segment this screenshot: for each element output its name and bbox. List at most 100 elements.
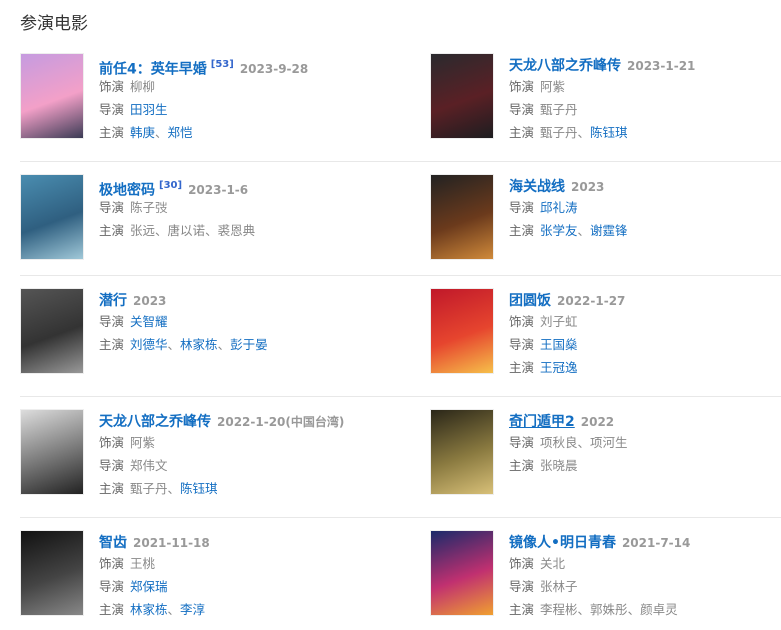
movie-poster[interactable] (430, 53, 494, 139)
movie-title-link[interactable]: 天龙八部之乔峰传 (99, 414, 211, 430)
person-link[interactable]: 关智耀 (130, 314, 168, 329)
release-date: 2023-9-28 (239, 62, 309, 77)
movie-title-link[interactable]: 潜行 (99, 293, 127, 309)
person-link[interactable]: 陈钰琪 (180, 481, 218, 496)
cast-row: 主演 张远、唐以诺、裘恩典 (99, 219, 255, 242)
separator: 、 (155, 223, 168, 238)
person-link[interactable]: 王冠逸 (540, 360, 578, 375)
movie-title-line: 海关战线 2023 (509, 176, 628, 196)
movie-item: 镜像人•明日青春 2021-7-14 饰演 关北导演 张林子主演 李程彬、郭姝彤、颜卓灵 (430, 518, 781, 630)
role-label: 饰演 (99, 79, 125, 94)
cast-row: 主演 甄子丹、陈钰琪 (99, 477, 344, 500)
separator: 、 (577, 223, 591, 238)
person-name: 裘恩典 (217, 223, 256, 238)
cast-label: 主演 (99, 602, 125, 617)
movie-info: 潜行 2023 导演 关智耀 主演 刘德华、林家栋、彭于晏 (99, 288, 268, 396)
director-label: 导演 (509, 337, 535, 352)
movie-info: 海关战线 2023 导演 邱礼涛 主演 张学友、谢霆锋 (509, 174, 628, 275)
movie-title-link[interactable]: 团圆饭 (509, 293, 551, 309)
person-link[interactable]: 林家栋 (180, 337, 218, 352)
person-name: 甄子丹 (130, 481, 168, 496)
movie-title-line: 团圆饭 2022-1-27 (509, 290, 625, 310)
person-name: 陈子弢 (130, 200, 168, 215)
person-link[interactable]: 田羽生 (130, 102, 168, 117)
movie-item: 海关战线 2023 导演 邱礼涛 主演 张学友、谢霆锋 (430, 162, 781, 276)
movie-poster[interactable] (20, 288, 84, 374)
role-name: 关北 (540, 556, 566, 571)
release-date: 2021-7-14 (621, 536, 691, 550)
movie-title-line: 潜行 2023 (99, 290, 268, 310)
cast-label: 主演 (509, 360, 535, 375)
director-label: 导演 (509, 102, 535, 117)
person-link[interactable]: 郑保瑞 (130, 579, 168, 594)
separator: 、 (167, 337, 181, 352)
role-name: 王桃 (130, 556, 156, 571)
movie-item: 前任4：英年早婚 [53] 2023-9-28 饰演 柳柳 导演 田羽生 主演 韩庚、郑恺 (20, 41, 430, 162)
role-name: 刘子虹 (540, 314, 578, 329)
movie-poster[interactable] (430, 288, 494, 374)
citation-ref[interactable]: [53] (210, 59, 234, 70)
cast-label: 主演 (99, 481, 125, 496)
role-name: 阿紫 (540, 79, 566, 94)
person-link[interactable]: 邱礼涛 (540, 200, 578, 215)
director-row: 导演 陈子弢 (99, 196, 255, 219)
director-row: 导演 郑伟文 (99, 454, 344, 477)
cast-label: 主演 (509, 223, 535, 238)
cast-row: 主演 张学友、谢霆锋 (509, 219, 628, 242)
movie-title-link[interactable]: 前任4：英年早婚 (99, 61, 207, 78)
person-link[interactable]: 陈钰琪 (590, 125, 628, 140)
person-name: 郑伟文 (130, 458, 168, 473)
release-date: 2023-1-6 (188, 183, 249, 198)
movie-title-link[interactable]: 镜像人•明日青春 (509, 535, 616, 551)
movie-item: 潜行 2023 导演 关智耀 主演 刘德华、林家栋、彭于晏 (20, 276, 430, 397)
person-link[interactable]: 林家栋 (130, 602, 168, 617)
movie-title-link[interactable]: 极地密码 (99, 182, 155, 199)
citation-ref[interactable]: [30] (159, 180, 183, 191)
director-label: 导演 (99, 200, 125, 215)
role-row: 饰演 关北 (509, 552, 690, 575)
person-name: 张林子 (540, 579, 578, 594)
movie-info: 天龙八部之乔峰传 2022-1-20(中国台湾) 饰演 阿紫 导演 郑伟文 主演 甄子丹、陈钰… (99, 409, 344, 517)
person-link[interactable]: 王国燊 (540, 337, 578, 352)
movie-info: 团圆饭 2022-1-27 饰演 刘子虹 导演 王国燊 主演 王冠逸 (509, 288, 625, 396)
release-date: 2023 (571, 180, 605, 194)
cast-row: 主演 李程彬、郭姝彤、颜卓灵 (509, 598, 690, 621)
person-link[interactable]: 刘德华 (130, 337, 168, 352)
person-link[interactable]: 谢霆锋 (590, 223, 628, 238)
person-link[interactable]: 韩庚 (130, 125, 156, 140)
director-label: 导演 (509, 579, 535, 594)
movie-title-link[interactable]: 天龙八部之乔峰传 (509, 58, 621, 74)
person-link[interactable]: 李淳 (180, 602, 206, 617)
movie-title-link[interactable]: 海关战线 (509, 179, 565, 195)
person-link[interactable]: 张学友 (540, 223, 578, 238)
movie-poster[interactable] (20, 53, 84, 139)
movie-poster[interactable] (430, 409, 494, 495)
movie-info: 智齿 2021-11-18 饰演 王桃 导演 郑保瑞 主演 林家栋、李淳 (99, 530, 210, 630)
movie-item: 智齿 2021-11-18 饰演 王桃 导演 郑保瑞 主演 林家栋、李淳 (20, 518, 430, 630)
movie-title-link[interactable]: 智齿 (99, 535, 127, 551)
role-name: 柳柳 (130, 79, 156, 94)
person-link[interactable]: 郑恺 (167, 125, 193, 140)
role-label: 饰演 (99, 556, 125, 571)
role-label: 饰演 (99, 435, 125, 450)
movie-poster[interactable] (20, 174, 84, 260)
movie-poster[interactable] (430, 174, 494, 260)
movie-title-line: 奇门遁甲2 2022 (509, 411, 628, 431)
role-label: 饰演 (509, 79, 535, 94)
director-label: 导演 (99, 458, 125, 473)
movie-item: 奇门遁甲2 2022 导演 项秋良、项河生 主演 张晓晨 (430, 397, 781, 518)
movie-title-link[interactable]: 奇门遁甲2 (509, 414, 575, 430)
movie-title-line: 天龙八部之乔峰传 2022-1-20(中国台湾) (99, 411, 344, 431)
person-link[interactable]: 彭于晏 (230, 337, 268, 352)
movie-poster[interactable] (430, 530, 494, 616)
person-name: 张远 (130, 223, 156, 238)
role-row: 饰演 柳柳 (99, 75, 308, 98)
release-date: 2022 (580, 415, 615, 429)
movie-poster[interactable] (20, 530, 84, 616)
separator: 、 (577, 435, 591, 450)
movie-poster[interactable] (20, 409, 84, 495)
movie-title-line: 极地密码 [30] 2023-1-6 (99, 176, 255, 199)
director-label: 导演 (99, 314, 125, 329)
separator: 、 (217, 337, 231, 352)
movie-title-line: 天龙八部之乔峰传 2023-1-21 (509, 55, 695, 75)
